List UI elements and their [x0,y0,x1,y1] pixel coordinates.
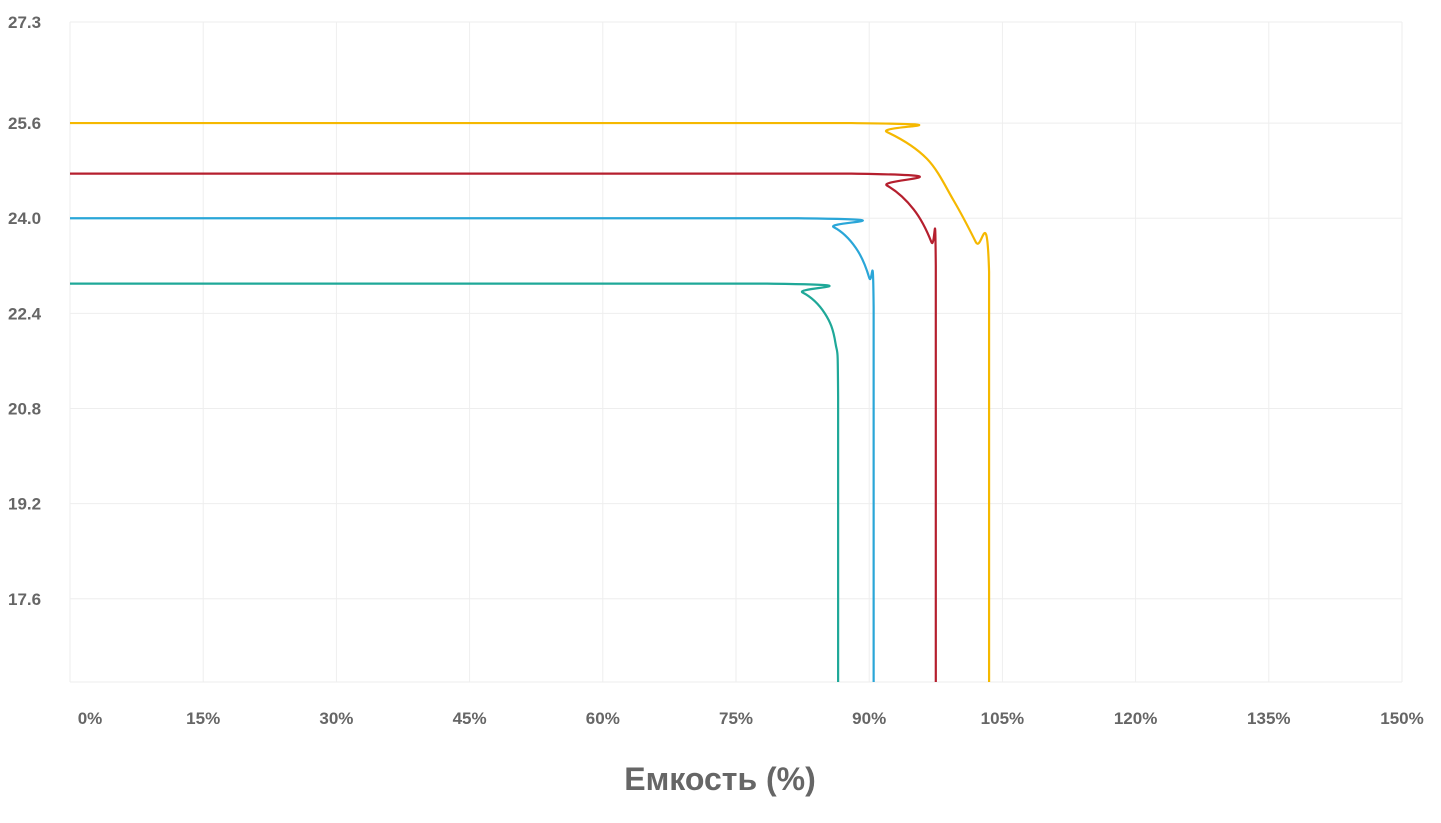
x-tick-label: 75% [719,709,753,728]
series-line-3 [70,217,875,682]
x-axis-tick-labels: 0% 15% 30% 45% 60% 75% 90% 105% 120% 135% 150% [78,709,1424,728]
series-lines [70,121,991,682]
series-line-1 [70,121,991,682]
x-tick-label: 45% [453,709,487,728]
x-tick-label: 0% [78,709,103,728]
y-tick-label: 25.6 [8,114,41,133]
series-line-2 [70,172,937,682]
x-tick-label: 60% [586,709,620,728]
x-axis-title: Емкость (%) [624,761,816,797]
y-tick-label: 27.3 [8,13,41,32]
series-line-4 [70,282,840,682]
x-tick-label: 105% [981,709,1024,728]
y-axis-tick-labels: 27.3 25.6 24.0 22.4 20.8 19.2 17.6 [8,13,42,609]
x-tick-label: 30% [319,709,353,728]
grid [69,21,1403,683]
x-tick-label: 135% [1247,709,1290,728]
y-tick-label: 20.8 [8,399,41,418]
y-tick-label: 22.4 [8,304,42,323]
x-tick-label: 120% [1114,709,1157,728]
y-tick-label: 19.2 [8,495,41,514]
y-tick-label: 17.6 [8,590,41,609]
x-tick-label: 15% [186,709,220,728]
x-tick-label: 150% [1380,709,1423,728]
x-tick-label: 90% [852,709,886,728]
y-tick-label: 24.0 [8,209,41,228]
